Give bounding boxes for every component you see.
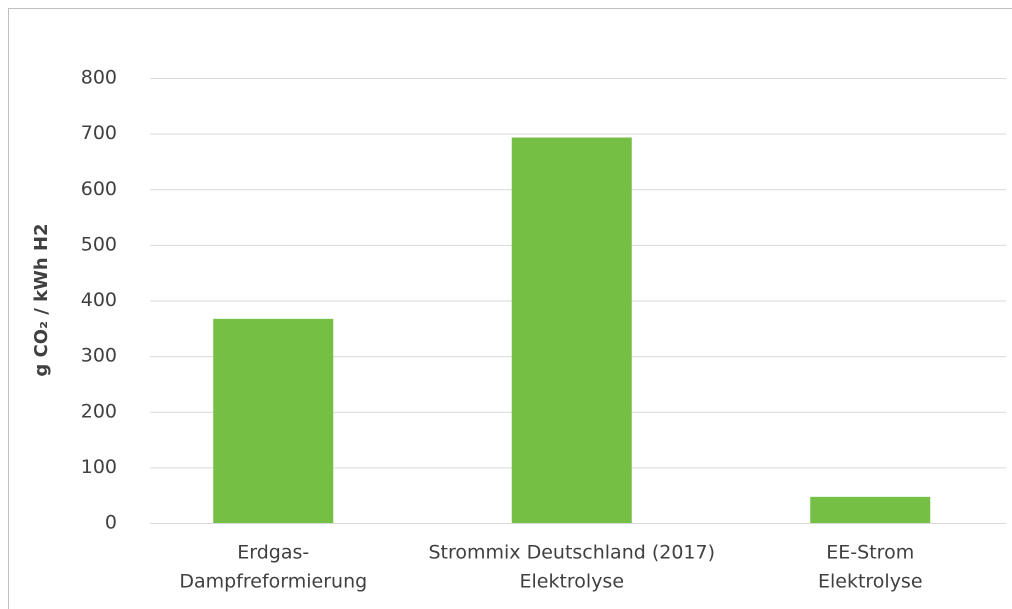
x-tick-label: EE-Strom [826,542,914,564]
bar [511,137,632,524]
bar [810,496,931,523]
y-tick-label: 200 [81,400,117,422]
x-tick-label: Strommix Deutschland (2017) [428,542,715,564]
y-tick-label: 300 [81,345,117,367]
y-tick-label: 400 [81,289,117,311]
chart-border [8,8,1012,609]
y-tick-label: 500 [81,233,117,255]
y-tick-label: 700 [81,122,117,144]
bar [213,318,334,523]
y-tick-label: 600 [81,178,117,200]
x-tick-label: Erdgas- [237,542,309,564]
y-tick-label: 0 [105,512,117,534]
x-tick-label: Elektrolyse [519,571,624,593]
y-tick-label: 100 [81,456,117,478]
x-tick-label: Dampfreformierung [179,571,367,593]
y-axis-label: g CO₂ / kWh H2 [31,223,52,376]
x-tick-label: Elektrolyse [818,571,923,593]
y-tick-label: 800 [81,67,117,89]
